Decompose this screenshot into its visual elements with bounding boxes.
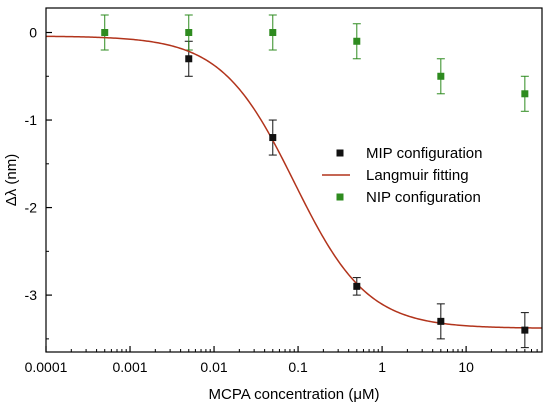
mip-data-point: [521, 326, 529, 334]
x-tick-label: 1: [378, 359, 386, 375]
nip-data-point: [353, 37, 361, 45]
langmuir-fit-curve: [45, 35, 543, 329]
legend-label-langmuir: Langmuir fitting: [366, 167, 469, 184]
legend-swatch-nip: [336, 193, 344, 201]
y-axis-ticks: 0 -1 -2 -3: [25, 25, 52, 340]
nip-data-point: [521, 90, 529, 98]
nip-data-point: [185, 29, 193, 37]
mip-data-point: [185, 55, 193, 63]
points-layer: [101, 29, 529, 334]
nip-data-point: [101, 29, 109, 37]
y-tick-label: 0: [29, 25, 37, 41]
y-tick-label: -3: [25, 287, 38, 303]
y-tick-label: -1: [25, 112, 38, 128]
legend-label-nip: NIP configuration: [366, 189, 481, 206]
x-tick-label: 0.01: [200, 359, 227, 375]
nip-data-point: [437, 72, 445, 80]
nip-data-point: [269, 29, 277, 37]
legend: MIP configuration Langmuir fitting NIP con…: [322, 145, 482, 206]
mip-data-point: [353, 282, 361, 290]
legend-swatch-mip: [336, 149, 344, 157]
x-axis-title: MCPA concentration (μM): [209, 386, 380, 403]
x-tick-label: 0.001: [113, 359, 148, 375]
x-tick-label: 0.1: [288, 359, 308, 375]
legend-label-mip: MIP configuration: [366, 145, 482, 162]
y-axis-title: Δλ (nm): [3, 154, 20, 207]
x-tick-label: 10: [458, 359, 474, 375]
fit-layer: [45, 35, 543, 329]
x-tick-label: 0.0001: [25, 359, 68, 375]
mip-data-point: [437, 317, 445, 325]
y-tick-label: -2: [25, 200, 38, 216]
x-axis-ticks: 0.0001 0.001 0.01 0.1 1 10: [25, 346, 543, 375]
mip-data-point: [269, 134, 277, 142]
